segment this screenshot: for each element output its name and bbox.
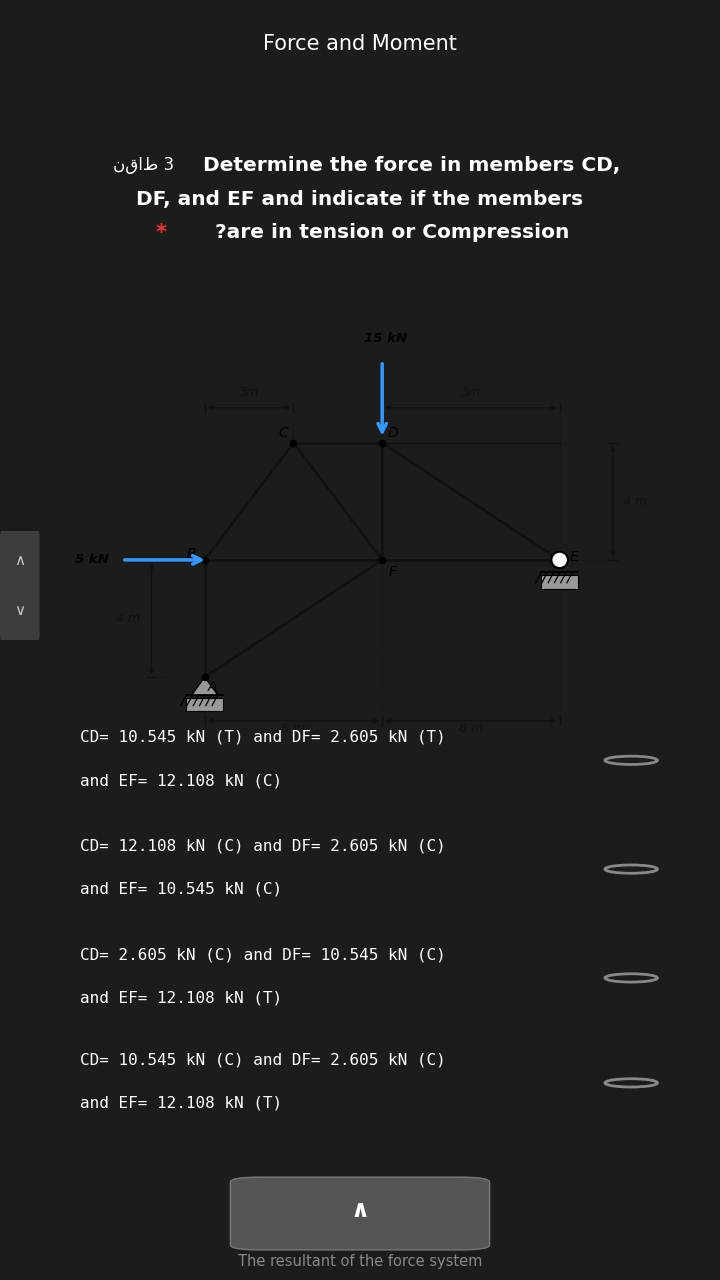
Text: 3m: 3m <box>461 387 481 399</box>
Text: F: F <box>389 564 397 579</box>
Text: ∧: ∧ <box>351 1198 369 1221</box>
Text: D: D <box>387 426 398 439</box>
Text: 4 m: 4 m <box>116 612 140 625</box>
Text: *: * <box>156 223 167 243</box>
Text: CD= 2.605 kN (C) and DF= 10.545 kN (C): CD= 2.605 kN (C) and DF= 10.545 kN (C) <box>80 947 446 963</box>
Text: and EF= 12.108 kN (C): and EF= 12.108 kN (C) <box>80 773 282 788</box>
Circle shape <box>552 552 568 568</box>
Text: Determine the force in members CD,: Determine the force in members CD, <box>202 156 620 175</box>
Text: Force and Moment: Force and Moment <box>263 33 457 54</box>
Text: CD= 12.108 kN (C) and DF= 2.605 kN (C): CD= 12.108 kN (C) and DF= 2.605 kN (C) <box>80 838 446 854</box>
Text: ?are in tension or Compression: ?are in tension or Compression <box>215 223 570 242</box>
Text: ∨: ∨ <box>14 603 25 618</box>
Bar <box>186 699 223 712</box>
Bar <box>541 576 578 589</box>
Text: CD= 10.545 kN (T) and DF= 2.605 kN (T): CD= 10.545 kN (T) and DF= 2.605 kN (T) <box>80 730 446 745</box>
Text: CD= 10.545 kN (C) and DF= 2.605 kN (C): CD= 10.545 kN (C) and DF= 2.605 kN (C) <box>80 1052 446 1068</box>
Text: B: B <box>186 547 196 561</box>
Text: 5 kN: 5 kN <box>76 553 109 567</box>
Text: ∧: ∧ <box>14 553 25 568</box>
Text: DF, and EF and indicate if the members: DF, and EF and indicate if the members <box>136 189 584 209</box>
Text: نقاط 3: نقاط 3 <box>113 156 174 174</box>
FancyBboxPatch shape <box>230 1178 490 1249</box>
Text: and EF= 10.545 kN (C): and EF= 10.545 kN (C) <box>80 882 282 897</box>
Text: E: E <box>570 550 579 564</box>
Text: and EF= 12.108 kN (T): and EF= 12.108 kN (T) <box>80 1096 282 1111</box>
Text: 6 m: 6 m <box>459 722 483 736</box>
Text: The resultant of the force system: The resultant of the force system <box>238 1253 482 1268</box>
Text: 4 m: 4 m <box>624 495 647 508</box>
Text: 3m: 3m <box>239 387 259 399</box>
Text: 15 kN: 15 kN <box>364 332 407 344</box>
Text: and EF= 12.108 kN (T): and EF= 12.108 kN (T) <box>80 991 282 1006</box>
Text: A: A <box>207 680 217 694</box>
Polygon shape <box>192 677 218 695</box>
Text: 6 m: 6 m <box>282 722 305 736</box>
FancyBboxPatch shape <box>0 529 40 643</box>
Text: C: C <box>278 426 288 439</box>
